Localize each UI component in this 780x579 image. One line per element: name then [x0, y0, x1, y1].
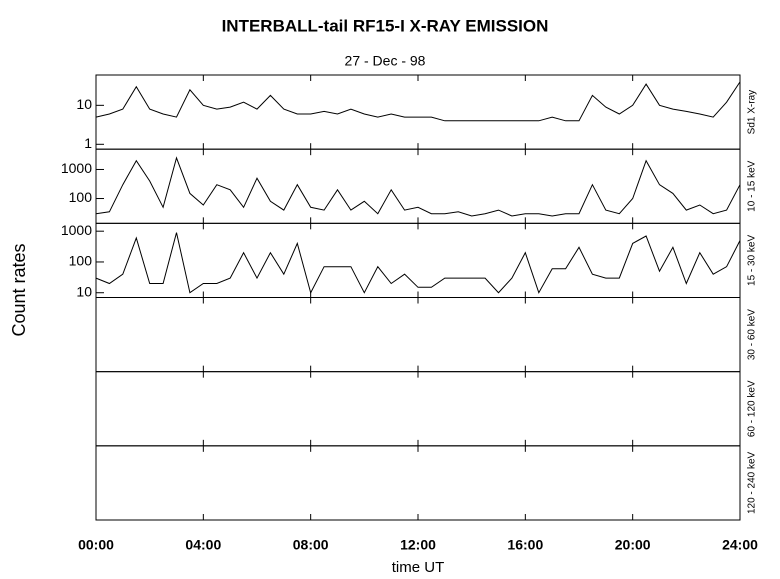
x-tick-label: 16:00: [507, 537, 543, 553]
chart-subtitle: 27 - Dec - 98: [345, 53, 426, 69]
panel-label: 10 - 15 keV: [747, 160, 758, 211]
y-tick-label: 100: [69, 189, 93, 205]
x-tick-label: 00:00: [78, 537, 114, 553]
data-line: [95, 156, 741, 217]
x-tick-label: 24:00: [722, 537, 758, 553]
x-tick-label: 08:00: [293, 537, 329, 553]
chart-title: INTERBALL-tail RF15-I X-RAY EMISSION: [222, 16, 549, 35]
y-tick-label: 10: [76, 96, 92, 112]
y-tick-label: 1000: [61, 222, 92, 238]
panel-label: 15 - 30 keV: [747, 235, 758, 286]
y-tick-label: 100: [69, 253, 93, 269]
data-line: [95, 81, 741, 122]
data-line: [95, 232, 741, 295]
y-axis-label: Count rates: [9, 243, 29, 336]
panel-label: Sd1 X-ray: [747, 90, 758, 134]
x-tick-label: 20:00: [615, 537, 651, 553]
y-tick-label: 1000: [61, 160, 92, 176]
x-axis-label: time UT: [392, 559, 445, 576]
panel-label: 30 - 60 keV: [747, 309, 758, 360]
panel-label: 120 - 240 keV: [747, 451, 758, 514]
panel-label: 60 - 120 keV: [747, 380, 758, 437]
y-tick-label: 1: [84, 135, 92, 151]
x-tick-label: 12:00: [400, 537, 436, 553]
y-tick-label: 10: [76, 283, 92, 299]
x-tick-label: 04:00: [185, 537, 221, 553]
